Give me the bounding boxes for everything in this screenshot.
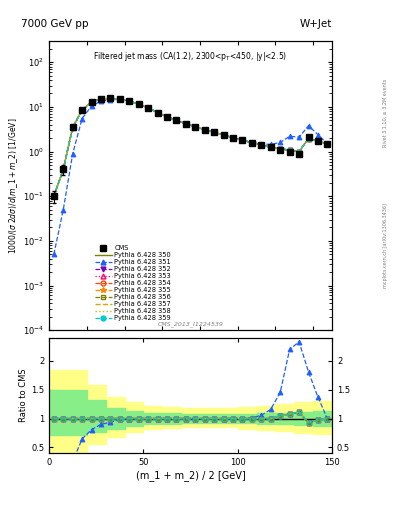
Text: Rivet 3.1.10, ≥ 3.2M events: Rivet 3.1.10, ≥ 3.2M events <box>383 78 388 147</box>
Y-axis label: Ratio to CMS: Ratio to CMS <box>19 369 28 422</box>
Text: CMS_2013_I1224539: CMS_2013_I1224539 <box>158 322 224 327</box>
Text: 7000 GeV pp: 7000 GeV pp <box>21 19 88 29</box>
X-axis label: (m_1 + m_2) / 2 [GeV]: (m_1 + m_2) / 2 [GeV] <box>136 470 246 481</box>
Text: W+Jet: W+Jet <box>300 19 332 29</box>
Text: mcplots.cern.ch [arXiv:1306.3436]: mcplots.cern.ch [arXiv:1306.3436] <box>383 203 388 288</box>
Y-axis label: $1000/(\sigma\,2d\sigma)/d(m\_1+m\_2)$ [1/GeV]: $1000/(\sigma\,2d\sigma)/d(m\_1+m\_2)$ [… <box>7 117 20 254</box>
Legend: CMS, Pythia 6.428 350, Pythia 6.428 351, Pythia 6.428 352, Pythia 6.428 353, Pyt: CMS, Pythia 6.428 350, Pythia 6.428 351,… <box>95 245 171 321</box>
Text: Filtered jet mass (CA(1.2), 2300<p$_T$<450, |y|<2.5): Filtered jet mass (CA(1.2), 2300<p$_T$<4… <box>94 50 288 62</box>
